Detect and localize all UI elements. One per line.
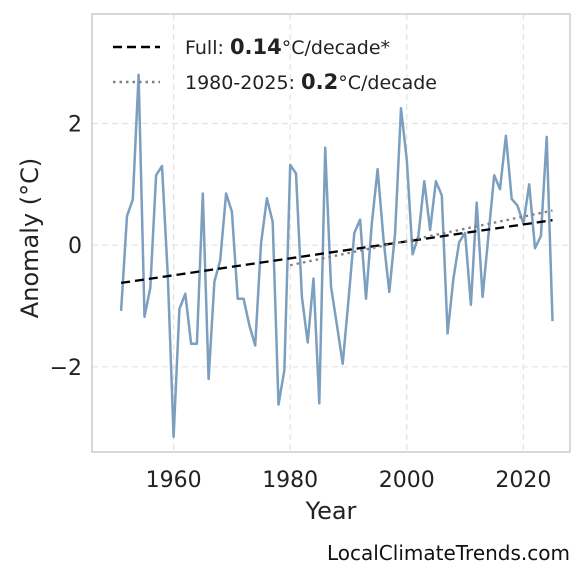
legend-full-label: Full: 0.14°C/decade*: [185, 35, 390, 59]
legend-recent-label: 1980-2025: 0.2°C/decade: [185, 70, 437, 94]
x-tick-label: 2020: [495, 468, 551, 493]
y-tick-label: 2: [68, 113, 82, 138]
y-tick-label: −2: [50, 356, 82, 381]
x-tick-label: 1960: [146, 468, 202, 493]
legend: Full: 0.14°C/decade* 1980-2025: 0.2°C/de…: [113, 35, 437, 94]
plot-frame: [91, 13, 571, 453]
full-trend-line: [120, 219, 553, 285]
anomaly-line: [119, 73, 554, 439]
x-tick-label: 1980: [262, 468, 318, 493]
credit-text: LocalClimateTrends.com: [327, 541, 570, 565]
legend-recent-unit: °C/decade: [338, 72, 437, 94]
legend-recent-prefix: 1980-2025:: [185, 72, 301, 94]
recent-trend-line: [289, 209, 553, 267]
x-tick-label: 2000: [379, 468, 435, 493]
tick-labels: 1960 1980 2000 2020 −2 0 2: [50, 113, 552, 494]
y-axis-label: Anomaly (°C): [16, 158, 44, 318]
legend-full-prefix: Full:: [185, 37, 230, 59]
legend-full-rate: 0.14: [230, 35, 282, 59]
legend-full-unit: °C/decade*: [282, 37, 390, 59]
series-layer: [119, 73, 554, 439]
grid: [92, 14, 570, 452]
x-axis-label: Year: [305, 497, 357, 525]
y-tick-label: 0: [68, 234, 82, 259]
legend-recent-rate: 0.2: [301, 70, 338, 94]
